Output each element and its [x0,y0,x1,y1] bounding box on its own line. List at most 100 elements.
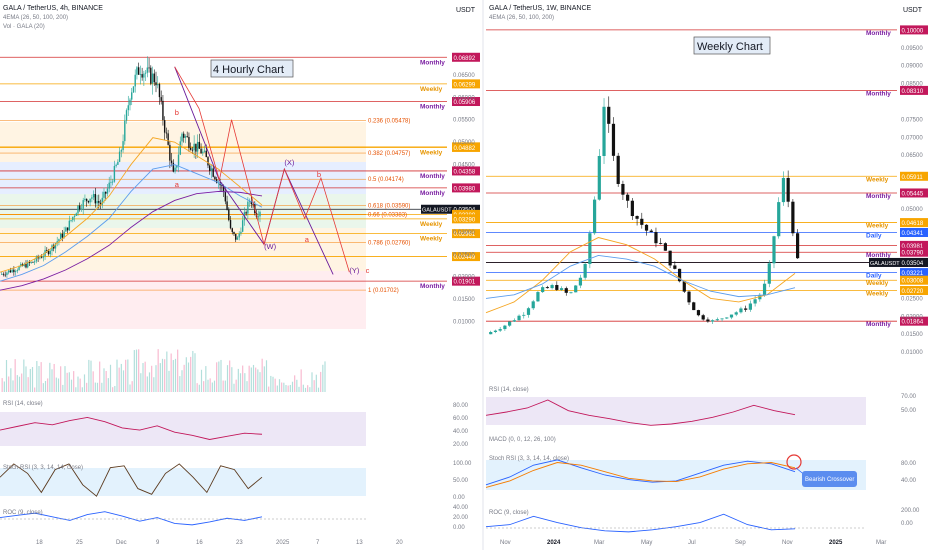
right-price-tick: 0.08500 [901,82,923,88]
left-candle [163,120,166,133]
volume-bar [153,377,155,392]
right-candle [706,319,710,322]
left-candle [238,233,240,238]
left-candle [193,143,195,151]
left-price-label: 0.02449 [454,255,476,261]
left-candle [120,150,123,152]
volume-bar [1,378,3,392]
left-rsi-tick: 40.00 [453,429,469,435]
left-rsi-tick: 20.00 [453,442,469,448]
volume-bar [309,387,311,392]
right-candle [711,320,715,322]
right-candle [659,243,663,245]
right-level-tag: Monthly [866,252,891,259]
volume-bar [307,385,309,392]
volume-bar [211,382,213,392]
left-candle [198,141,201,149]
left-candle [148,67,150,69]
left-candle [27,261,29,268]
right-level-tag: Monthly [866,30,891,37]
volume-bar [77,376,79,392]
left-candle [224,191,227,202]
left-candle [68,220,71,231]
left-candle [229,220,232,229]
left-x-tick: 20 [396,540,403,546]
volume-bar [133,350,135,392]
left-candle [150,67,152,84]
right-price-label: 0.03790 [902,251,924,257]
left-candle [113,166,116,182]
left-candle [137,67,140,75]
left-candle [18,266,20,271]
volume-bar [10,368,12,392]
left-candle [111,181,114,183]
right-axis: 0.09500 0.09000 0.08500 0.07500 0.07000 0.065… [500,46,923,546]
left-candle [129,99,131,106]
volume-bar [187,362,190,392]
right-candle [564,288,568,293]
right-price-label-box [900,25,928,35]
left-level-tag: Weekly [420,86,443,93]
left-roc-tick: 40.00 [453,505,469,511]
left-level-tag: Monthly [420,59,445,66]
left-candle [157,84,159,86]
left-symbol-label: GALAUSDT [422,208,452,214]
left-candle [210,168,213,171]
left-candle [167,133,169,145]
left-candle [179,141,181,155]
left-ema-purple [0,191,263,291]
right-x-tick: May [641,540,652,546]
volume-bar [105,370,107,392]
right-x-tick: Jul [688,540,696,546]
right-candle [559,288,564,290]
left-candle [186,136,188,138]
left-candle [98,201,100,203]
left-x-tick: 16 [196,540,203,546]
volume-bar [60,366,62,392]
left-price-tick: 0.01000 [453,320,475,326]
left-candle [59,233,62,240]
volume-bar [118,367,120,392]
volume-bar [183,364,185,392]
left-candle [214,176,216,180]
volume-bar [138,349,140,392]
left-x-tick: 2025 [276,540,290,546]
left-candle [103,191,105,198]
volume-bar [298,386,300,392]
volume-bar [289,384,291,392]
left-candle [207,157,209,166]
left-candle [221,185,223,187]
right-candle [772,236,776,264]
left-candle [139,74,142,75]
volume-bar [248,365,250,392]
right-candle [512,320,516,322]
right-level-tag: Weekly [866,280,889,287]
right-roc-legend: ROC (9, close) [489,510,529,516]
right-candle [786,177,790,202]
volume-bar [122,370,125,392]
volume-bar [296,379,298,392]
left-price-label: 0.04358 [454,169,476,175]
left-stoch-legend: Stoch RSI (3, 3, 14, 14, close) [3,465,83,471]
volume-bar [168,370,170,392]
left-candle [195,143,197,152]
volume-bar [170,353,172,392]
volume-bar [120,363,122,392]
fib-label: 0.786 (0.02760) [368,241,410,247]
volume-bar [216,362,218,392]
volume-bar [322,364,324,392]
left-candle [4,274,6,276]
volume-bar [233,383,235,392]
right-price-label: 0.02720 [902,289,924,295]
volume-bar [224,380,226,392]
left-price-label-box [452,214,480,224]
left-candle [215,179,218,183]
left-candle [209,165,211,171]
left-candle [77,205,79,214]
left-candle [84,198,86,201]
volume-bar [116,359,118,392]
left-roc-legend: ROC (9, close) [3,510,43,516]
right-candle [493,330,498,333]
volume-bar [281,382,283,392]
